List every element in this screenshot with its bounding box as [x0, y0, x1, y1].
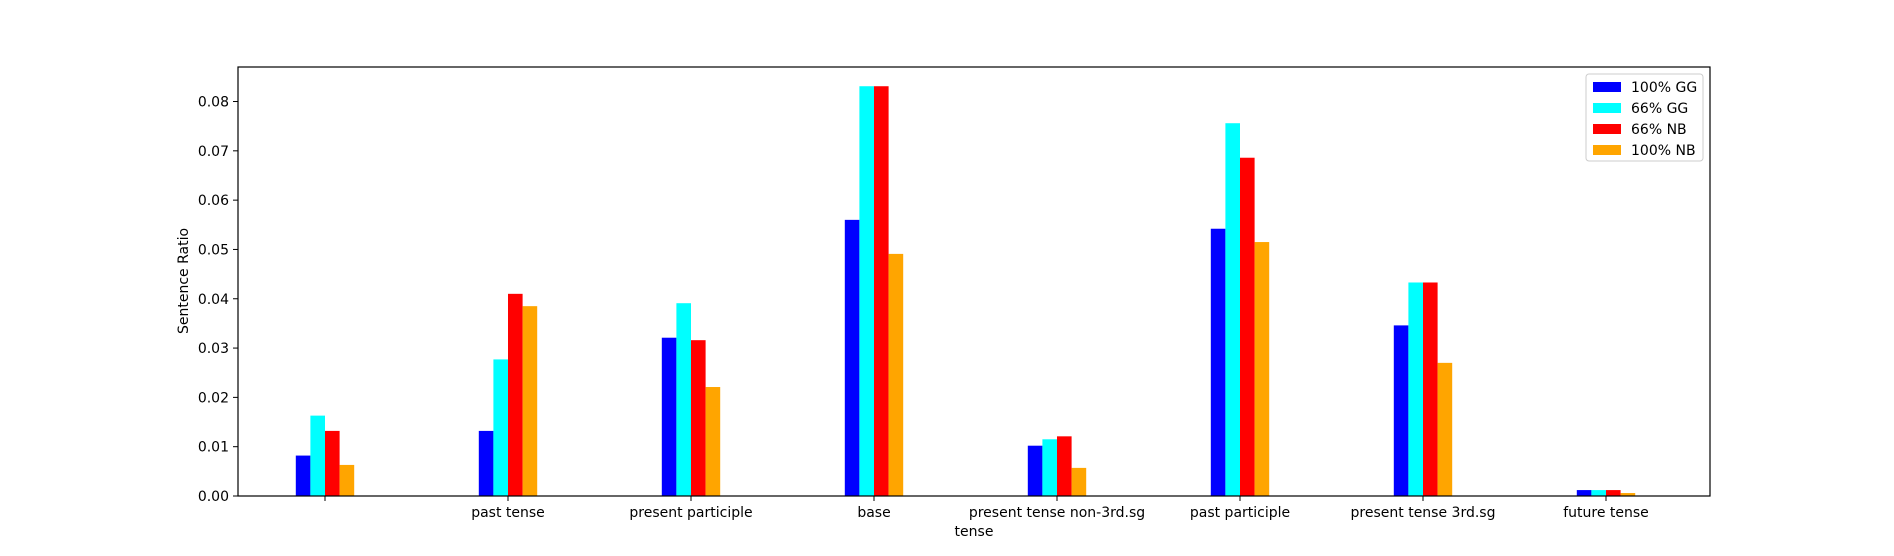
bar-2-7 [1408, 282, 1423, 496]
bar-3-4 [874, 86, 889, 496]
x-tick-label: present tense 3rd.sg [1351, 505, 1496, 521]
bar-1-1 [295, 455, 311, 496]
legend-label: 66% NB [1631, 122, 1687, 138]
bar-4-4 [888, 253, 904, 496]
bar-2-1 [310, 415, 325, 496]
legend-swatch [1593, 145, 1621, 155]
y-axis-ticks: 0.00 0.01 0.02 0.03 0.04 0.05 0.06 0.07 0.08 [198, 95, 238, 505]
y-tick-label: 0.07 [198, 144, 229, 160]
legend-swatch [1593, 82, 1621, 92]
x-tick-label: present participle [629, 505, 752, 521]
bar-1-6 [1210, 228, 1226, 497]
y-tick-label: 0.00 [198, 489, 229, 505]
x-tick-label: present tense non-3rd.sg [969, 505, 1145, 521]
bar-2-2 [493, 359, 508, 496]
bar-3-1 [325, 430, 340, 496]
bar-1-3 [661, 337, 677, 496]
x-axis-ticks: past tense present participle base present … [324, 496, 1649, 521]
y-axis-label: Sentence Ratio [176, 228, 192, 334]
plot-frame [237, 66, 1711, 497]
bar-2-5 [1042, 439, 1057, 496]
legend-box [1585, 73, 1704, 162]
bar-1-4 [844, 219, 860, 497]
legend-swatch [1593, 103, 1621, 113]
bars-group [295, 86, 1636, 497]
legend-swatch [1593, 124, 1621, 134]
bar-1-7 [1393, 325, 1409, 496]
bar-2-8 [1591, 490, 1606, 496]
bar-4-6 [1254, 242, 1270, 496]
bar-3-3 [691, 340, 706, 496]
bar-2-6 [1225, 123, 1240, 497]
y-tick-label: 0.04 [198, 292, 229, 308]
legend-label: 66% GG [1631, 101, 1688, 117]
bar-4-8 [1620, 493, 1636, 496]
bar-4-7 [1437, 362, 1453, 496]
bar-2-3 [676, 303, 691, 496]
bar-3-5 [1057, 436, 1072, 496]
bar-3-2 [508, 293, 523, 496]
x-tick-label: past tense [471, 505, 545, 521]
x-axis-label: tense [955, 524, 994, 540]
bar-3-6 [1240, 157, 1255, 497]
bar-3-8 [1606, 490, 1621, 496]
bar-4-3 [705, 387, 721, 496]
x-tick-label: base [857, 505, 890, 521]
legend-label: 100% GG [1631, 80, 1697, 96]
y-tick-label: 0.03 [198, 341, 229, 357]
y-tick-label: 0.06 [198, 193, 229, 209]
bar-3-7 [1423, 282, 1438, 496]
legend-label: 100% NB [1631, 143, 1696, 159]
legend: 100% GG 66% GG 66% NB 100% NB [1585, 73, 1704, 162]
bar-2-4 [859, 86, 874, 496]
bar-4-5 [1071, 467, 1087, 496]
y-tick-label: 0.08 [198, 95, 229, 111]
bar-4-2 [522, 306, 538, 496]
bar-4-1 [339, 464, 355, 496]
y-tick-label: 0.01 [198, 440, 229, 456]
y-tick-label: 0.02 [198, 390, 229, 406]
y-tick-label: 0.05 [198, 242, 229, 258]
bar-1-5 [1027, 445, 1043, 496]
x-tick-label: past participle [1190, 505, 1290, 521]
bar-1-8 [1576, 490, 1592, 496]
x-tick-label: future tense [1563, 505, 1649, 521]
bar-1-2 [478, 430, 494, 496]
plot-area [238, 67, 1710, 496]
